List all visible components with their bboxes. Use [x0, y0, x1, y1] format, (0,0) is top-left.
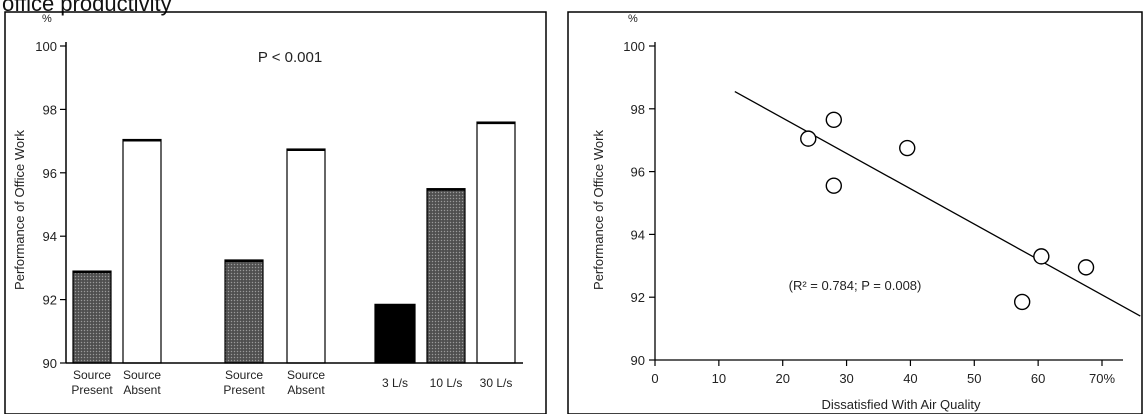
bar: [476, 121, 516, 364]
scatter-chart-frame: [567, 11, 1143, 414]
scatter-x-tick-label: 20: [775, 371, 789, 386]
regression-line: [734, 90, 1141, 317]
scatter-y-ticks: 90 92 94 96 98 100: [623, 39, 655, 368]
scatter-y-tick-label: 100: [623, 39, 645, 54]
scatter-point: [899, 139, 916, 157]
scatter-x-tick-label: 10: [712, 371, 726, 386]
bar-category-label: Source: [73, 368, 111, 382]
bar-y-ticks: 90 92 94 96 98 100: [35, 39, 66, 371]
scatter-y-unit: %: [628, 13, 638, 25]
scatter-point: [1077, 259, 1095, 276]
scatter-series: [800, 111, 1095, 311]
bar: [122, 138, 162, 364]
bar-y-tick-label: 90: [43, 356, 57, 371]
bar: [426, 188, 466, 364]
scatter-x-tick-label: 60: [1031, 371, 1045, 386]
bar-series: [72, 121, 516, 364]
bar-y-unit: %: [42, 13, 52, 25]
bar-y-tick-label: 92: [43, 293, 57, 308]
scatter-point: [1033, 248, 1050, 265]
bar-category-label: Absent: [123, 383, 161, 397]
scatter-point: [825, 177, 842, 194]
scatter-y-axis-label: Performance of Office Work: [591, 130, 606, 290]
scatter-point: [1013, 293, 1031, 311]
bar-y-tick-label: 98: [43, 102, 57, 117]
bar-category-label: 10 L/s: [430, 376, 463, 390]
bar-category-label: Source: [225, 368, 263, 382]
scatter-x-tick-label: 40: [903, 371, 917, 386]
bar-chart-annotation: P < 0.001: [258, 49, 322, 66]
scatter-y-tick-label: 92: [631, 290, 645, 305]
bar-category-label: Source: [287, 368, 325, 382]
scatter-y-tick-label: 90: [631, 353, 645, 368]
bar: [286, 148, 326, 364]
scatter-chart-panel: % Performance of Office Work Dissatisfie…: [567, 11, 1143, 414]
bar-category-label: Present: [71, 383, 113, 397]
scatter-y-tick-label: 94: [631, 227, 645, 242]
bar: [374, 303, 416, 364]
scatter-annotation: (R² = 0.784; P = 0.008): [789, 278, 922, 293]
bar-y-axis-label: Performance of Office Work: [12, 130, 27, 290]
scatter-x-axis-label: Dissatisfied With Air Quality: [822, 397, 981, 412]
bar-y-tick-label: 96: [43, 166, 57, 181]
scatter-y-tick-label: 96: [631, 165, 645, 180]
bar-category-label: Source: [123, 368, 161, 382]
bar-category-label: 3 L/s: [382, 376, 408, 390]
bar-y-tick-label: 100: [35, 39, 57, 54]
bar-category-label: Absent: [287, 383, 325, 397]
bar-x-labels: SourcePresentSourceAbsentSourcePresentSo…: [71, 368, 512, 397]
bar-category-label: Present: [223, 383, 265, 397]
bar: [72, 270, 112, 364]
scatter-x-tick-label: 30: [839, 371, 853, 386]
scatter-x-ticks: 0 10 20 30 40 50 60 70%: [651, 360, 1115, 386]
bar-chart-panel: % Performance of Office Work P < 0.001 9…: [4, 11, 547, 414]
bar-category-label: 30 L/s: [480, 376, 513, 390]
scatter-y-tick-label: 98: [631, 102, 645, 117]
scatter-x-tick-label: 70%: [1089, 371, 1115, 386]
scatter-point: [825, 111, 842, 128]
bar-y-tick-label: 94: [43, 229, 57, 244]
scatter-x-tick-label: 0: [651, 371, 658, 386]
bar-chart-frame: [4, 11, 547, 414]
scatter-point: [800, 130, 817, 147]
scatter-x-tick-label: 50: [967, 371, 981, 386]
bar: [224, 259, 264, 364]
